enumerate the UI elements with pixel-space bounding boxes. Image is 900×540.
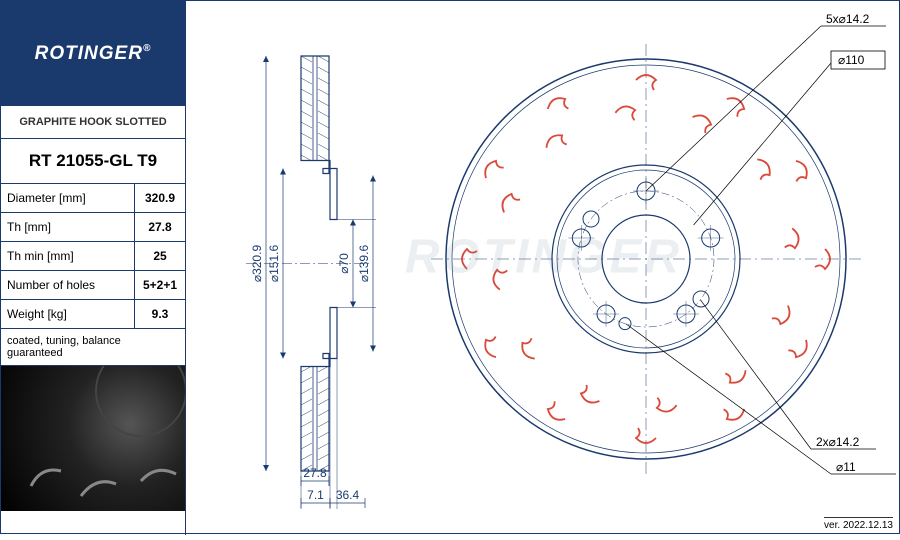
spec-value: 27.8 bbox=[135, 213, 185, 241]
svg-text:27.8: 27.8 bbox=[303, 466, 327, 480]
spec-label: Weight [kg] bbox=[1, 300, 135, 328]
spec-label: Th min [mm] bbox=[1, 242, 135, 270]
technical-drawing: ⌀320.9⌀151.6 ⌀70 ⌀139.6 27.8 7.1 36.4 5x⌀14.2 ⌀… bbox=[186, 1, 900, 535]
svg-text:7.1: 7.1 bbox=[307, 488, 324, 502]
spec-value: 25 bbox=[135, 242, 185, 270]
spec-label: Number of holes bbox=[1, 271, 135, 299]
spec-row: Th [mm] 27.8 bbox=[1, 213, 185, 242]
info-panel: ROTINGER® GRAPHITE HOOK SLOTTED RT 21055… bbox=[1, 1, 186, 535]
spec-row: Number of holes 5+2+1 bbox=[1, 271, 185, 300]
brand-text: ROTINGER® bbox=[35, 43, 152, 65]
svg-text:5x⌀14.2: 5x⌀14.2 bbox=[826, 12, 870, 26]
svg-text:⌀11: ⌀11 bbox=[836, 460, 856, 474]
spec-row: Th min [mm] 25 bbox=[1, 242, 185, 271]
drawing-area: ROTINGER ⌀320.9⌀151.6⌀70⌀139.627.87.136.… bbox=[186, 1, 900, 535]
svg-text:36.4: 36.4 bbox=[336, 488, 360, 502]
product-subtitle: GRAPHITE HOOK SLOTTED bbox=[1, 106, 185, 139]
svg-text:2x⌀14.2: 2x⌀14.2 bbox=[816, 435, 860, 449]
product-photo bbox=[1, 366, 185, 511]
svg-text:⌀320.9: ⌀320.9 bbox=[250, 245, 264, 283]
svg-text:⌀70: ⌀70 bbox=[337, 253, 351, 274]
product-note: coated, tuning, balance guaranteed bbox=[1, 329, 185, 366]
spec-label: Th [mm] bbox=[1, 213, 135, 241]
part-number: RT 21055-GL T9 bbox=[1, 139, 185, 184]
spec-value: 9.3 bbox=[135, 300, 185, 328]
version-label: ver. 2022.12.13 bbox=[824, 517, 893, 531]
svg-text:⌀139.6: ⌀139.6 bbox=[357, 245, 371, 283]
spec-label: Diameter [mm] bbox=[1, 184, 135, 212]
svg-text:⌀151.6: ⌀151.6 bbox=[267, 245, 281, 283]
spec-row: Diameter [mm] 320.9 bbox=[1, 184, 185, 213]
spec-row: Weight [kg] 9.3 bbox=[1, 300, 185, 329]
photo-overlay bbox=[1, 366, 185, 511]
spec-value: 5+2+1 bbox=[135, 271, 185, 299]
svg-text:⌀110: ⌀110 bbox=[838, 53, 865, 67]
spec-value: 320.9 bbox=[135, 184, 185, 212]
brand-logo: ROTINGER® bbox=[1, 1, 185, 106]
